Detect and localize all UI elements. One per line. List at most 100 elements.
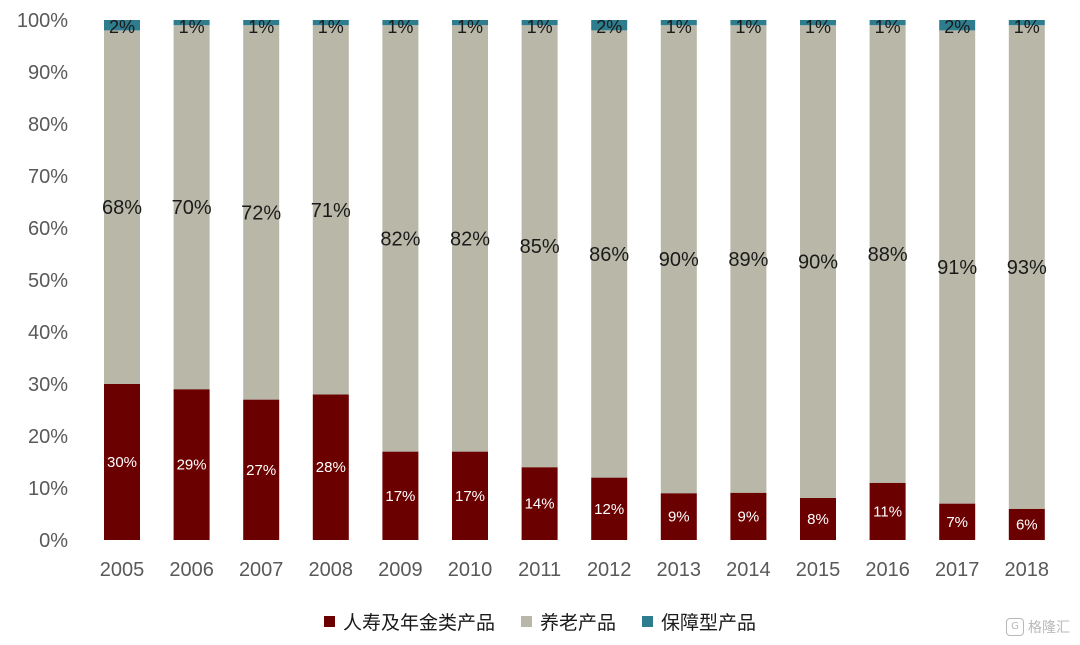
data-label-s0-2015: 8%: [807, 511, 829, 528]
data-label-s2-2013: 1%: [666, 17, 692, 37]
bar-segment-s2-2010: [452, 20, 488, 26]
bar-segment-s1-2005: [104, 30, 140, 385]
data-label-s1-2016: 88%: [868, 244, 908, 266]
bar-segment-s1-2017: [939, 30, 976, 504]
bar-segment-s0-2017: [939, 503, 976, 540]
stacked-bar-chart: 0% 10% 20% 30% 40% 50% 60% 70% 80% 90% 100% 30% 68%…: [17, 10, 1049, 581]
data-label-s1-2008: 71%: [311, 200, 351, 222]
bar-segment-s1-2006: [173, 25, 210, 390]
x-tick-label-2006: 2006: [169, 559, 214, 581]
bar-segment-s1-2015: [800, 25, 836, 498]
x-tick-label-2011: 2011: [518, 559, 561, 581]
data-label-s1-2018: 93%: [1007, 257, 1047, 279]
data-label-s0-2011: 14%: [525, 496, 555, 513]
bar-segment-s1-2008: [312, 25, 349, 395]
bar-segment-s0-2014: [730, 492, 767, 540]
data-label-s0-2012: 12%: [594, 501, 624, 518]
x-tick-label-2007: 2007: [239, 559, 284, 581]
bar-segment-s0-2006: [173, 389, 210, 540]
y-tick-label: 20%: [28, 426, 68, 448]
data-label-s1-2013: 90%: [659, 249, 699, 271]
bar-segment-s2-2013: [660, 20, 697, 26]
bar-segment-s2-2006: [173, 20, 210, 26]
data-label-s1-2005: 68%: [102, 197, 142, 219]
bar-segment-s1-2016: [869, 25, 906, 483]
bar-segment-s0-2008: [312, 394, 349, 540]
data-label-s1-2015: 90%: [798, 252, 838, 274]
bar-segment-s2-2009: [382, 20, 419, 26]
watermark: G 格隆汇: [1006, 617, 1070, 637]
y-tick-label: 80%: [28, 114, 68, 136]
data-label-s1-2012: 86%: [589, 244, 629, 266]
x-tick-label-2010: 2010: [448, 559, 493, 581]
data-label-s1-2014: 89%: [728, 249, 768, 271]
data-label-s1-2006: 70%: [172, 197, 212, 219]
bar-segment-s2-2016: [869, 20, 906, 26]
data-label-s2-2016: 1%: [875, 17, 901, 37]
legend: 人寿及年金类产品 养老产品 保障型产品: [0, 606, 1080, 636]
x-tick-label-2005: 2005: [100, 559, 145, 581]
legend-item-life-annuity: 人寿及年金类产品: [323, 608, 495, 635]
bar-segment-s2-2007: [243, 20, 280, 26]
x-tick-label-2012: 2012: [587, 559, 632, 581]
legend-label-protection: 保障型产品: [661, 611, 757, 634]
data-label-s0-2007: 27%: [246, 462, 276, 479]
bar-segment-s2-2014: [730, 20, 767, 26]
bar-segment-s1-2013: [660, 25, 697, 494]
legend-swatch-protection: [642, 615, 653, 627]
y-tick-label: 100%: [17, 10, 68, 32]
bar-segment-s0-2010: [452, 451, 488, 540]
data-label-s2-2007: 1%: [248, 17, 274, 37]
x-tick-label-2015: 2015: [796, 559, 841, 581]
data-label-s2-2008: 1%: [318, 17, 344, 37]
x-tick-label-2008: 2008: [309, 559, 354, 581]
y-tick-label: 90%: [28, 62, 68, 84]
data-label-s0-2006: 29%: [177, 457, 207, 474]
data-label-s0-2009: 17%: [385, 488, 415, 505]
data-label-s2-2012: 2%: [596, 17, 622, 37]
bar-segment-s1-2011: [521, 25, 558, 468]
data-label-s0-2018: 6%: [1016, 516, 1038, 533]
x-tick-label-2017: 2017: [935, 559, 980, 581]
x-tick-label-2016: 2016: [865, 559, 910, 581]
data-label-s2-2010: 1%: [457, 17, 483, 37]
y-tick-label: 0%: [39, 530, 68, 552]
x-tick-label-2009: 2009: [378, 559, 423, 581]
data-label-s2-2005: 2%: [109, 17, 135, 37]
data-label-s0-2016: 11%: [873, 503, 902, 520]
data-labels: 30% 68% 2% 29% 70% 1% 27% 72% 1% 28% 71% 1% 17% 82% 1%…: [102, 17, 1047, 533]
data-label-s0-2010: 17%: [455, 488, 485, 505]
y-tick-label: 10%: [28, 478, 68, 500]
legend-label-pension: 养老产品: [539, 611, 616, 634]
data-label-s2-2014: 1%: [735, 17, 761, 37]
x-tick-label-2018: 2018: [1005, 559, 1050, 581]
bar-segment-s1-2010: [452, 25, 488, 452]
x-tick-label-2013: 2013: [657, 559, 702, 581]
data-label-s0-2014: 9%: [738, 508, 760, 525]
data-label-s2-2009: 1%: [387, 17, 413, 37]
bar-segment-s1-2018: [1008, 25, 1045, 509]
data-label-s0-2017: 7%: [946, 514, 968, 531]
bar-segment-s2-2012: [591, 20, 628, 31]
bar-segment-s0-2007: [243, 399, 280, 540]
bar-segment-s0-2011: [521, 467, 558, 540]
legend-swatch-life-annuity: [323, 615, 335, 627]
bar-segment-s2-2005: [104, 20, 140, 31]
bar-segment-s0-2009: [382, 451, 419, 540]
bar-segment-s0-2016: [869, 482, 906, 540]
y-tick-label: 40%: [28, 322, 68, 344]
x-tick-label-2014: 2014: [726, 559, 771, 581]
watermark-text: 格隆汇: [1028, 620, 1070, 636]
data-label-s1-2009: 82%: [380, 228, 420, 250]
data-label-s2-2017: 2%: [944, 17, 970, 37]
data-label-s1-2010: 82%: [450, 228, 490, 250]
x-axis-ticks: 2005 2006 2007 2008 2009 2010 2011 2012 2013 2014…: [100, 559, 1049, 581]
data-label-s1-2007: 72%: [241, 202, 281, 224]
legend-item-pension: 养老产品: [520, 608, 616, 635]
bar-segment-s0-2005: [104, 384, 140, 540]
bar-segment-s0-2013: [660, 493, 697, 540]
data-label-s2-2006: 1%: [179, 17, 205, 37]
data-label-s1-2011: 85%: [520, 236, 560, 258]
legend-label-life-annuity: 人寿及年金类产品: [342, 611, 495, 634]
bar-segment-s1-2012: [591, 30, 628, 478]
